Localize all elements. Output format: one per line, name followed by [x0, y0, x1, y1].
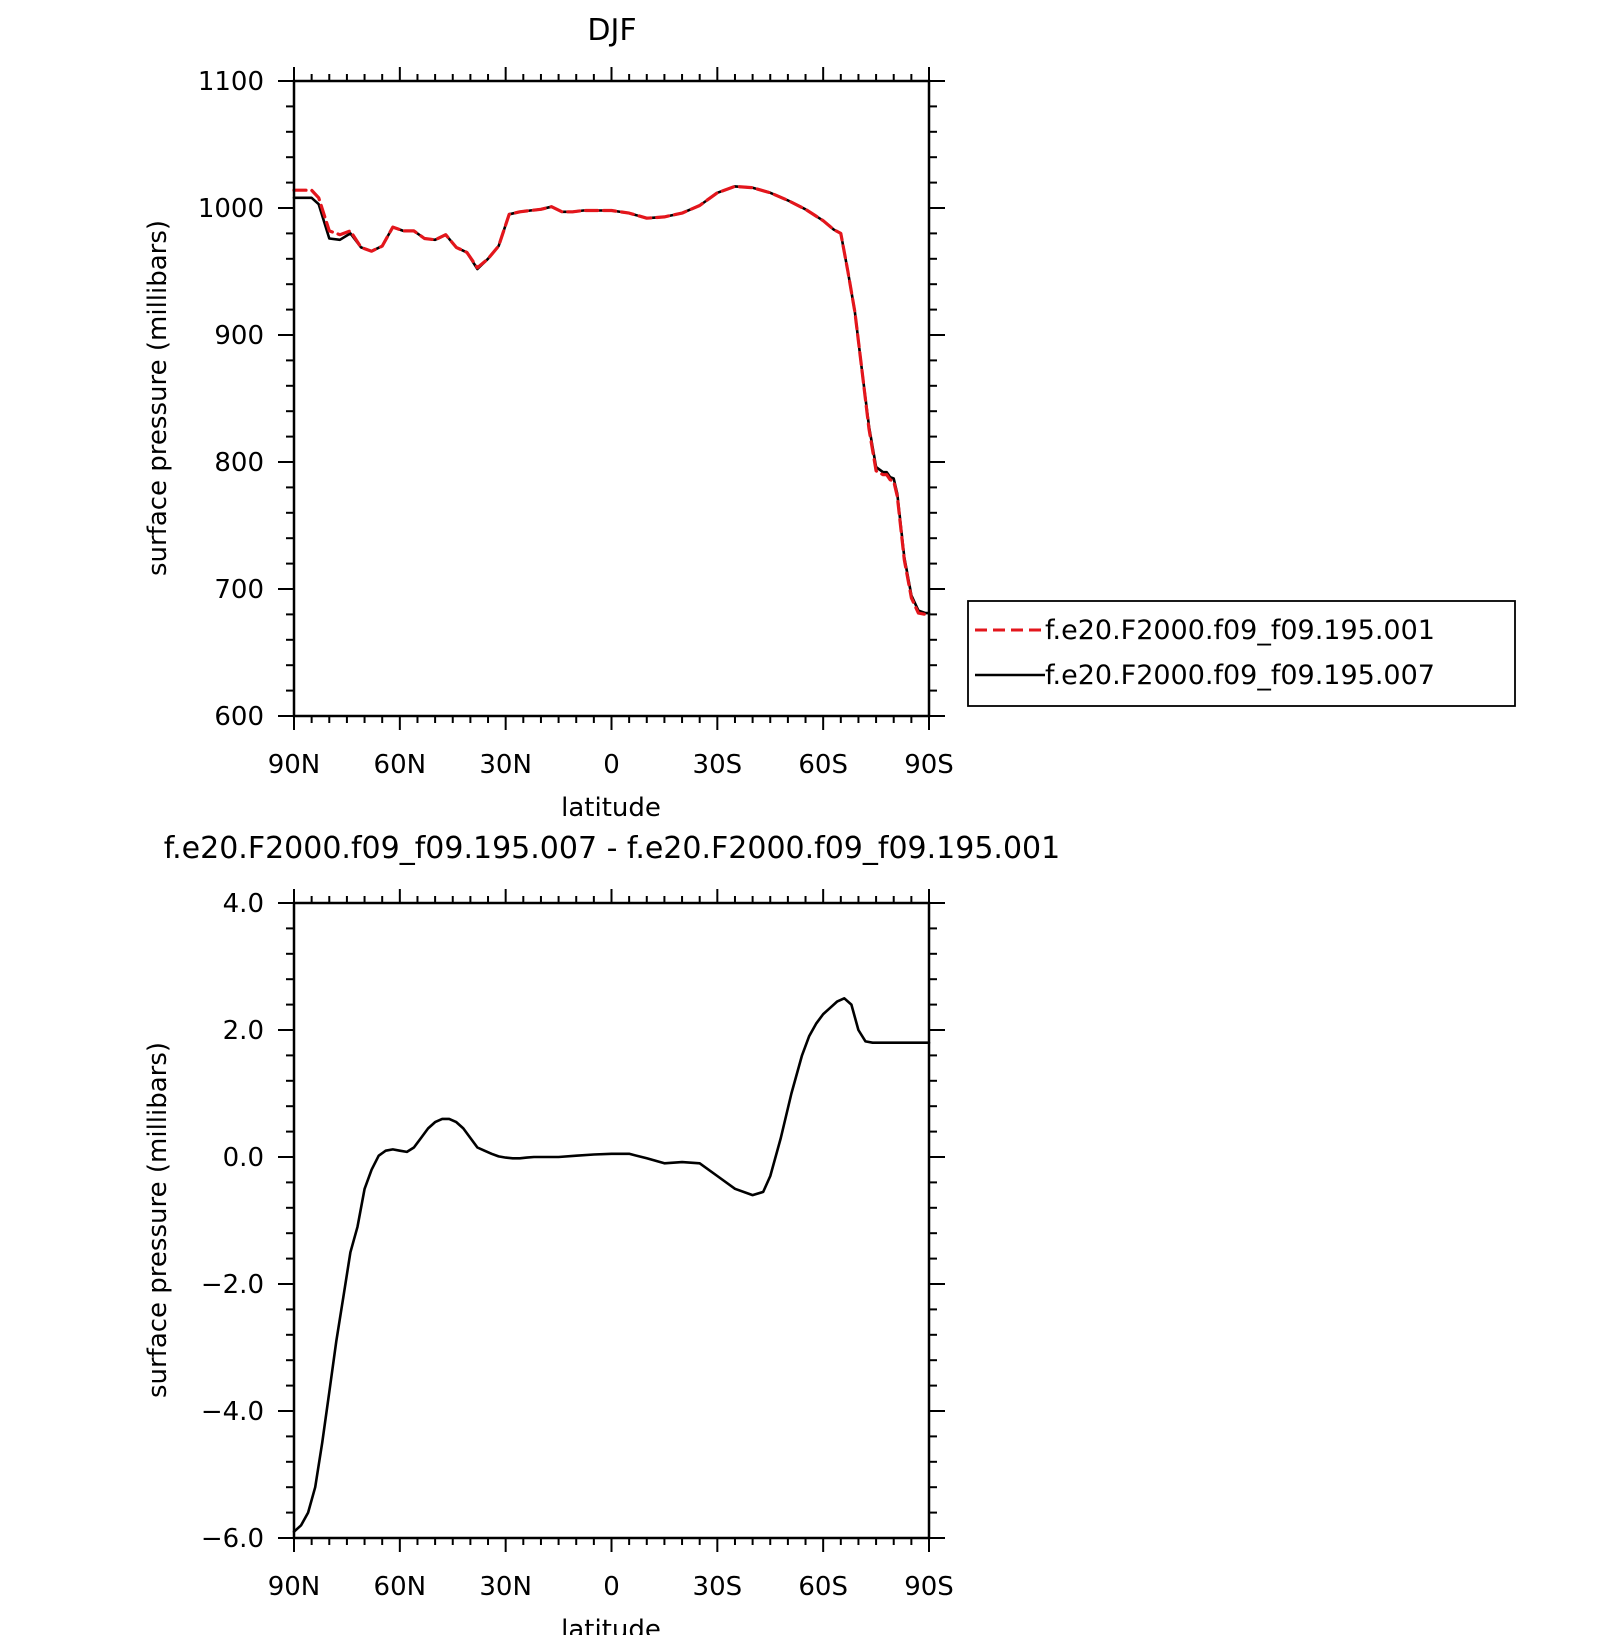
y-tick-label: 1000 [198, 194, 264, 224]
y-tick-label: 0.0 [223, 1143, 264, 1173]
legend-box [967, 600, 1516, 707]
y-tick-label: 600 [214, 702, 264, 732]
y-tick-label: −4.0 [201, 1397, 264, 1427]
y-axis-label: surface pressure (millibars) [143, 220, 173, 576]
x-tick-label: 60S [798, 750, 848, 780]
y-axis-label: surface pressure (millibars) [143, 1042, 173, 1398]
x-tick-label: 90N [268, 750, 321, 780]
y-tick-label: 800 [214, 448, 264, 478]
y-tick-label: 2.0 [223, 1016, 264, 1046]
x-tick-label: 90S [904, 750, 954, 780]
plot-frame [292, 901, 931, 1540]
series-line-2 [292, 185, 931, 615]
y-tick-label: 1100 [198, 67, 264, 97]
x-axis-label: latitude [561, 1615, 661, 1635]
y-tick-label: −2.0 [201, 1270, 264, 1300]
x-tick-label: 60S [798, 1572, 848, 1602]
x-tick-label: 30S [693, 1572, 743, 1602]
chart-top-djf: DJF 90N 60N 30N 0 30S 60S 90S 1100 1000 900 800 700… [143, 13, 954, 823]
legend: f.e20.F2000.f09_f09.195.001 f.e20.F2000.… [967, 600, 1516, 707]
x-tick-label: 60N [374, 1572, 427, 1602]
x-tick-label: 0 [603, 750, 620, 780]
x-tick-label: 60N [374, 750, 427, 780]
x-tick-label: 0 [603, 1572, 620, 1602]
x-tick-label: 30N [479, 1572, 532, 1602]
x-tick-label: 30S [693, 750, 743, 780]
series-line-1 [292, 996, 931, 1533]
legend-entry-series-007: f.e20.F2000.f09_f09.195.007 [1045, 660, 1435, 691]
y-tick-label: −6.0 [201, 1524, 264, 1554]
chart-bottom-difference: f.e20.F2000.f09_f09.195.007 - f.e20.F200… [143, 831, 1060, 1635]
chart-title: f.e20.F2000.f09_f09.195.007 - f.e20.F200… [164, 831, 1060, 866]
y-tick-label: 700 [214, 575, 264, 605]
legend-entry-series-001: f.e20.F2000.f09_f09.195.001 [1045, 615, 1435, 646]
x-tick-label: 30N [479, 750, 532, 780]
y-tick-label: 4.0 [223, 889, 264, 919]
x-tick-label: 90N [268, 1572, 321, 1602]
chart-title: DJF [587, 13, 636, 48]
x-axis-label: latitude [561, 793, 661, 823]
plot-frame [292, 79, 931, 718]
y-tick-label: 900 [214, 321, 264, 351]
series-line-1 [292, 184, 931, 617]
x-tick-label: 90S [904, 1572, 954, 1602]
